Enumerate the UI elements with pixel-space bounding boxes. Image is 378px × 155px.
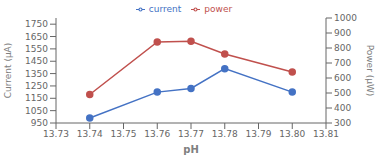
svg-text:13.78: 13.78 (212, 129, 238, 139)
svg-text:500: 500 (334, 88, 351, 98)
svg-text:1450: 1450 (25, 56, 48, 66)
svg-text:1250: 1250 (25, 81, 48, 91)
svg-text:1050: 1050 (25, 106, 48, 116)
svg-text:400: 400 (334, 103, 351, 113)
svg-text:13.76: 13.76 (144, 129, 170, 139)
svg-text:600: 600 (334, 73, 351, 83)
svg-text:1750: 1750 (25, 19, 48, 29)
svg-text:13.74: 13.74 (77, 129, 103, 139)
svg-text:900: 900 (334, 28, 351, 38)
svg-text:pH: pH (183, 144, 199, 155)
svg-text:13.79: 13.79 (246, 129, 272, 139)
html-text:power: power (204, 4, 233, 14)
html-text:current: current (148, 4, 182, 14)
svg-text:1650: 1650 (25, 32, 48, 42)
svg-text:300: 300 (334, 118, 351, 128)
svg-text:1150: 1150 (25, 93, 48, 103)
svg-text:Power (μW): Power (μW) (365, 45, 370, 97)
svg-text:950: 950 (31, 118, 48, 128)
svg-text:700: 700 (334, 58, 351, 68)
svg-text:13.80: 13.80 (279, 129, 305, 139)
svg-text:13.75: 13.75 (111, 129, 137, 139)
svg-text:800: 800 (334, 43, 351, 53)
svg-text:13.73: 13.73 (43, 129, 69, 139)
svg-text:1350: 1350 (25, 69, 48, 79)
svg-text:1000: 1000 (334, 13, 357, 23)
svg-text:13.81: 13.81 (313, 129, 339, 139)
svg-text:13.77: 13.77 (178, 129, 204, 139)
svg-text:1550: 1550 (25, 44, 48, 54)
svg-text:Current (μA): Current (μA) (8, 43, 13, 99)
